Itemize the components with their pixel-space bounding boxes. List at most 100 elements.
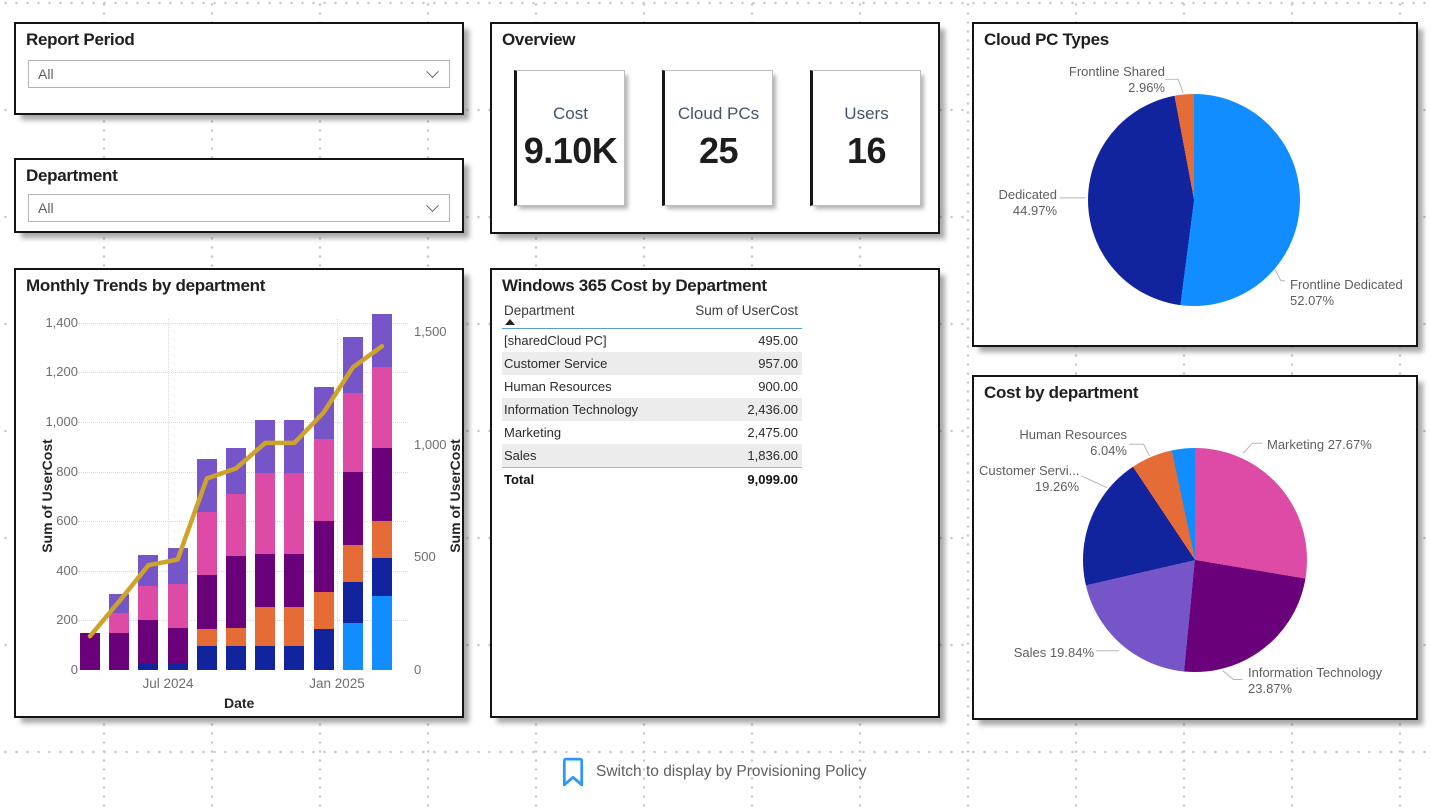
bar-segment-information-technology[interactable]	[109, 632, 130, 670]
pie-label-customer-service: Customer Servi... 19.26%	[979, 463, 1080, 494]
y-axis-tick-label: 800	[56, 463, 78, 479]
bar-segment--sharedcloud-pc-[interactable]	[342, 622, 363, 670]
cell-department: Human Resources	[504, 379, 612, 394]
sort-ascending-icon	[505, 319, 515, 325]
y-axis-tick-label: 600	[56, 513, 78, 529]
report-period-value: All	[38, 66, 54, 82]
bar-segment-information-technology[interactable]	[372, 448, 392, 522]
cost-table-title: Windows 365 Cost by Department	[502, 276, 767, 295]
y-axis-tick-label-right: 1,000	[414, 436, 447, 452]
bar-segment-marketing[interactable]	[342, 393, 363, 472]
bar-segment-customer-service[interactable]	[196, 646, 217, 670]
y-axis-tick-label: 400	[56, 562, 78, 578]
cost-by-department-panel: Cost by department Human Resources 6.04%…	[972, 375, 1418, 720]
switch-provisioning-policy-button[interactable]: Switch to display by Provisioning Policy	[562, 756, 867, 788]
bar-segment-sales[interactable]	[372, 313, 392, 367]
cell-usercost: 2,436.00	[672, 398, 802, 421]
bar-segment-marketing[interactable]	[284, 472, 305, 555]
bookmark-icon	[562, 757, 584, 787]
bar-segment-customer-service[interactable]	[372, 558, 392, 596]
bookmark-label: Switch to display by Provisioning Policy	[596, 763, 867, 780]
x-axis-tick-label: Jan 2025	[309, 676, 365, 691]
bar-segment-customer-service[interactable]	[167, 662, 188, 670]
cell-department: Information Technology	[502, 398, 672, 421]
table-row[interactable]: Customer Service 957.00	[502, 352, 802, 375]
cost-by-department-pie[interactable]	[1083, 448, 1307, 672]
table-row[interactable]: Sales 1,836.00	[502, 444, 802, 468]
bar-segment-human-resources[interactable]	[372, 521, 392, 559]
pie-leader-lines	[1081, 442, 1263, 680]
kpi-card-cost: Cost 9.10K	[514, 70, 625, 206]
bar-segment-human-resources[interactable]	[284, 606, 305, 647]
table-row[interactable]: Marketing 2,475.00	[502, 421, 802, 444]
department-value: All	[38, 200, 54, 216]
table-row[interactable]: [sharedCloud PC] 495.00	[502, 329, 802, 353]
x-axis-tick-label: Jul 2024	[142, 676, 194, 691]
bar-segment-marketing[interactable]	[313, 439, 334, 522]
pie-label-marketing: Marketing 27.67%	[1267, 437, 1372, 452]
bar-segment-customer-service[interactable]	[138, 662, 159, 670]
bar-segment-sales[interactable]	[196, 459, 217, 512]
table-total-row: Total 9,099.00	[502, 467, 802, 491]
cell-usercost: 495.00	[758, 333, 798, 348]
bar-segment-sales[interactable]	[313, 386, 334, 440]
bar-segment-human-resources[interactable]	[196, 629, 217, 647]
bar-segment-marketing[interactable]	[167, 584, 188, 628]
bar-segment-sales[interactable]	[109, 594, 130, 613]
bar-segment-marketing[interactable]	[109, 612, 130, 633]
cell-department: Sales	[502, 444, 672, 468]
department-slicer: Department All	[14, 158, 464, 233]
bar-segment-sales[interactable]	[167, 548, 188, 585]
chevron-down-icon[interactable]	[426, 198, 439, 212]
monthly-trends-panel: Monthly Trends by department 0 200 400 600 8…	[14, 268, 464, 718]
bar-segment-sales[interactable]	[226, 448, 246, 494]
cell-department: Marketing	[504, 425, 562, 440]
bar-segment-human-resources[interactable]	[255, 606, 276, 647]
monthly-trends-plot: 0 200 400 600 800 1,000 1,200 1,400 0 500 1,000 1,5…	[16, 270, 462, 716]
bar-segment-information-technology[interactable]	[342, 471, 363, 545]
bar-segment-sales[interactable]	[138, 554, 159, 586]
bar-segment-customer-service[interactable]	[313, 629, 334, 670]
pie-label-frontline-dedicated: Frontline Dedicated 52.07%	[1290, 277, 1403, 308]
bar-segment-marketing[interactable]	[138, 585, 159, 621]
monthly-trends-title: Monthly Trends by department	[26, 276, 266, 295]
column-header-usercost[interactable]: Sum of UserCost	[672, 300, 802, 329]
bar-segment-information-technology[interactable]	[255, 554, 276, 607]
cell-usercost: 2,475.00	[747, 425, 798, 440]
bar-segment-human-resources[interactable]	[342, 544, 363, 582]
pie-leader-lines	[1059, 78, 1285, 282]
bar-segment-information-technology[interactable]	[138, 620, 159, 663]
bar-segment-information-technology[interactable]	[313, 521, 334, 592]
bar-segment-human-resources[interactable]	[313, 591, 334, 630]
chevron-down-icon[interactable]	[426, 64, 439, 78]
bar-segment-information-technology[interactable]	[226, 555, 246, 628]
bar-segment-marketing[interactable]	[226, 493, 246, 556]
cost-by-department-title: Cost by department	[984, 383, 1139, 402]
bar-segment-information-technology[interactable]	[196, 574, 217, 630]
department-dropdown[interactable]: All	[28, 194, 450, 222]
bar-segment-marketing[interactable]	[255, 472, 276, 555]
bar-segment-information-technology[interactable]	[80, 632, 100, 670]
y-axis-tick-label-right: 1,500	[414, 324, 447, 340]
table-row[interactable]: Information Technology 2,436.00	[502, 398, 802, 421]
bar-segment-marketing[interactable]	[372, 366, 392, 449]
report-period-slicer: Report Period All	[14, 22, 464, 115]
total-label: Total	[502, 467, 672, 491]
bar-segment-customer-service[interactable]	[226, 646, 246, 670]
bar-segment-customer-service[interactable]	[255, 646, 276, 670]
bar-segment-human-resources[interactable]	[226, 627, 246, 647]
bar-segment-sales[interactable]	[255, 420, 276, 473]
y-axis-tick-label: 0	[70, 662, 78, 677]
bar-segment--sharedcloud-pc-[interactable]	[372, 595, 392, 670]
bar-segment-marketing[interactable]	[196, 511, 217, 575]
table-row[interactable]: Human Resources 900.00	[502, 375, 802, 398]
bar-segment-information-technology[interactable]	[284, 554, 305, 607]
bar-segment-customer-service[interactable]	[284, 646, 305, 670]
bar-segment-sales[interactable]	[284, 420, 305, 473]
cloud-pc-types-pie[interactable]	[1088, 94, 1300, 306]
bar-segment-customer-service[interactable]	[342, 581, 363, 623]
bar-segment-information-technology[interactable]	[167, 627, 188, 663]
report-period-dropdown[interactable]: All	[28, 60, 450, 88]
bar-segment-sales[interactable]	[342, 336, 363, 394]
column-header-department[interactable]: Department	[502, 300, 672, 329]
